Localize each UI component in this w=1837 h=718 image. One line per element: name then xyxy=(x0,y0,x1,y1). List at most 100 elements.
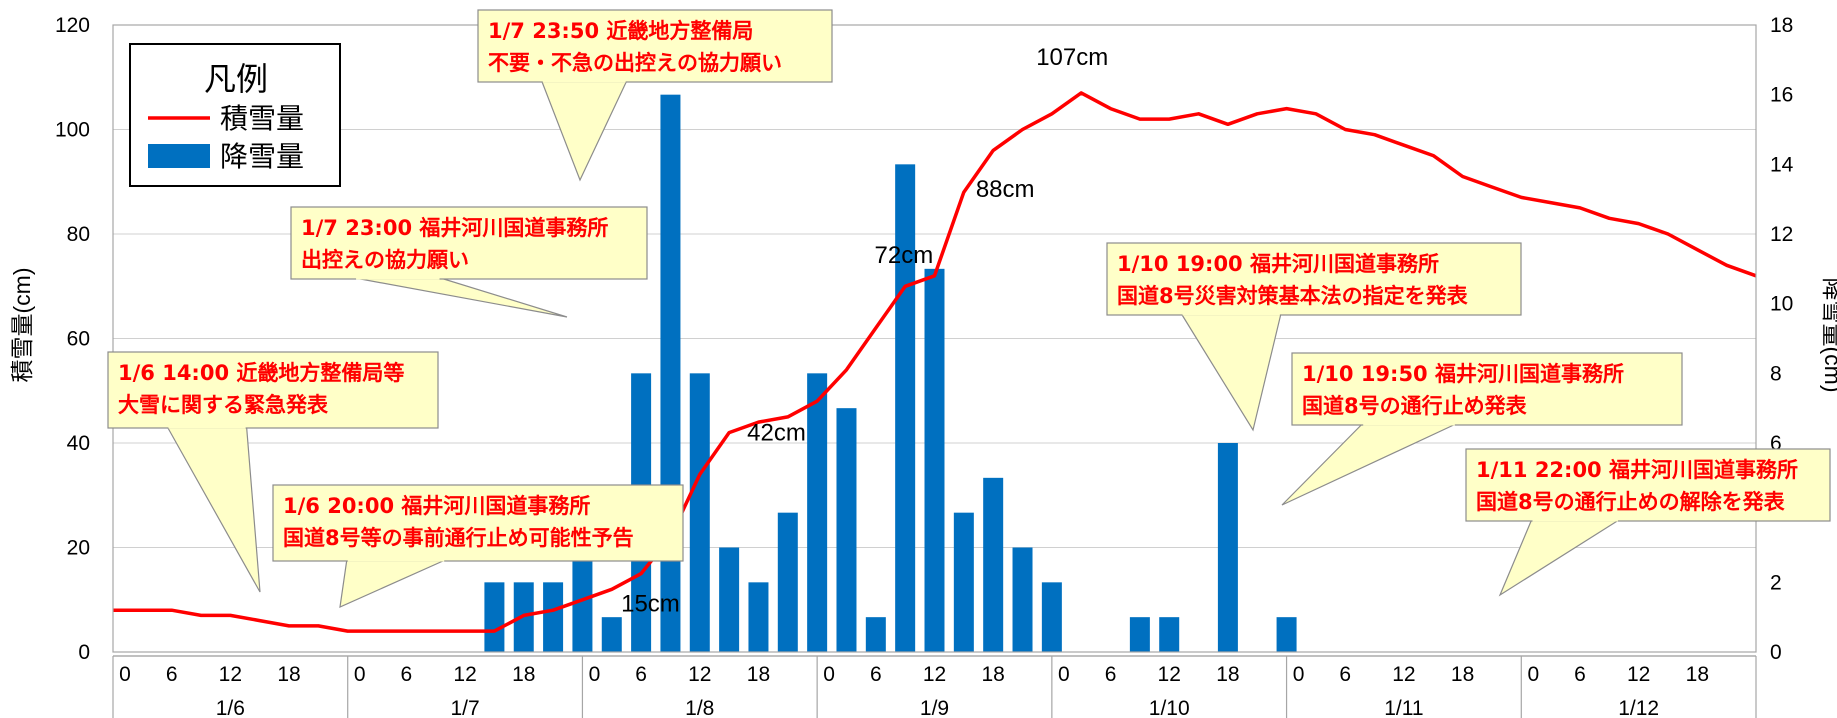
hour-tick-label: 6 xyxy=(1574,663,1586,686)
right-tick-label: 18 xyxy=(1770,14,1793,37)
hour-tick-label: 0 xyxy=(1527,663,1539,686)
snowfall-bar xyxy=(689,373,710,652)
callout-text: 国道8号の通行止めの解除を発表 xyxy=(1476,490,1786,514)
point-label: 88cm xyxy=(976,176,1035,203)
hour-tick-label: 0 xyxy=(1058,663,1070,686)
snowfall-bar xyxy=(836,408,857,652)
hour-tick-label: 6 xyxy=(1105,663,1117,686)
snowfall-bar xyxy=(1159,617,1180,652)
day-label: 1/6 xyxy=(216,697,245,718)
hour-tick-label: 0 xyxy=(589,663,601,686)
callout-pointer xyxy=(540,80,628,182)
plot-frame xyxy=(112,24,1757,653)
snowfall-bar xyxy=(1041,582,1062,652)
callout-text: 国道8号の通行止め発表 xyxy=(1302,394,1528,418)
hour-tick-label: 6 xyxy=(635,663,647,686)
callout-text: 1/11 22:00 福井河川国道事務所 xyxy=(1476,458,1798,482)
left-tick-label: 60 xyxy=(67,328,90,351)
hour-tick-label: 6 xyxy=(870,663,882,686)
callout-text: 国道8号等の事前通行止め可能性予告 xyxy=(283,526,634,550)
hour-tick-label: 0 xyxy=(823,663,835,686)
callout-box xyxy=(1106,242,1522,316)
day-label: 1/9 xyxy=(920,697,949,718)
callout-text: 1/10 19:50 福井河川国道事務所 xyxy=(1302,362,1624,386)
callout-pointer xyxy=(1281,423,1457,506)
hour-tick-label: 6 xyxy=(166,663,178,686)
left-axis-title: 積雪量(cm) xyxy=(9,268,35,383)
hour-tick-label: 6 xyxy=(401,663,413,686)
callout-text: 出控えの協力願い xyxy=(301,248,469,272)
callout-pointer xyxy=(1498,519,1621,597)
callout-text: 不要・不急の出控えの協力願い xyxy=(488,51,782,75)
snowfall-bar xyxy=(484,582,505,652)
hour-tick-label: 12 xyxy=(219,663,242,686)
callout-pointer xyxy=(354,277,568,318)
callout-text: 国道8号災害対策基本法の指定を発表 xyxy=(1117,284,1469,308)
hour-tick-label: 0 xyxy=(1293,663,1305,686)
left-tick-label: 20 xyxy=(67,537,90,560)
day-label: 1/11 xyxy=(1384,697,1423,718)
point-label: 72cm xyxy=(875,242,934,269)
hour-tick-label: 12 xyxy=(1158,663,1181,686)
point-label: 15cm xyxy=(621,591,680,618)
callout-text: 大雪に関する緊急発表 xyxy=(118,393,329,417)
right-tick-label: 8 xyxy=(1770,362,1782,385)
snowfall-bar xyxy=(807,373,828,652)
hour-tick-label: 12 xyxy=(1392,663,1415,686)
snowfall-bar xyxy=(1012,547,1033,652)
snowfall-bar xyxy=(953,512,974,652)
snowfall-bars xyxy=(484,94,1297,653)
right-tick-label: 12 xyxy=(1770,223,1793,246)
snowfall-bar xyxy=(777,512,798,652)
snowfall-bar xyxy=(748,582,769,652)
snowfall-bar xyxy=(1276,617,1297,652)
hour-tick-label: 18 xyxy=(277,663,300,686)
day-label: 1/10 xyxy=(1149,697,1190,718)
hour-tick-label: 12 xyxy=(688,663,711,686)
callout-pointer xyxy=(166,426,261,593)
point-label: 42cm xyxy=(747,420,806,447)
hour-tick-label: 18 xyxy=(981,663,1004,686)
legend-title: 凡例 xyxy=(204,60,268,98)
snowfall-bar xyxy=(601,617,622,652)
hour-tick-label: 18 xyxy=(1216,663,1239,686)
left-tick-label: 80 xyxy=(67,223,90,246)
legend-item-label: 積雪量 xyxy=(220,102,304,135)
right-tick-label: 2 xyxy=(1770,571,1782,594)
hour-tick-label: 12 xyxy=(1627,663,1650,686)
callout-text: 1/6 14:00 近畿地方整備局等 xyxy=(118,361,404,385)
snowfall-bar xyxy=(719,547,740,652)
hour-tick-label: 18 xyxy=(747,663,770,686)
snowfall-bar xyxy=(1129,617,1150,652)
day-label: 1/7 xyxy=(450,697,479,718)
legend-bar-swatch xyxy=(148,144,210,168)
hour-tick-label: 6 xyxy=(1339,663,1351,686)
snow-depth-path xyxy=(113,91,1757,633)
callout-box xyxy=(107,351,439,429)
hour-tick-label: 0 xyxy=(119,663,131,686)
callout-box xyxy=(477,9,833,83)
callout-box xyxy=(272,484,684,562)
callout-box xyxy=(1465,448,1831,522)
callout-text: 1/10 19:00 福井河川国道事務所 xyxy=(1117,252,1439,276)
snowfall-bar xyxy=(865,617,886,652)
left-tick-label: 40 xyxy=(67,432,90,455)
axes: 0204060801001200246810121416181/60612181… xyxy=(55,14,1794,718)
hour-tick-label: 18 xyxy=(1686,663,1709,686)
point-label: 107cm xyxy=(1036,44,1108,71)
callout-box xyxy=(1291,352,1683,426)
right-tick-label: 16 xyxy=(1770,84,1793,107)
snowfall-bar xyxy=(895,164,916,653)
hour-tick-label: 18 xyxy=(512,663,535,686)
snowfall-bar xyxy=(543,582,564,652)
snowfall-bar xyxy=(924,268,945,652)
day-label: 1/8 xyxy=(685,697,714,718)
right-tick-label: 14 xyxy=(1770,153,1794,176)
